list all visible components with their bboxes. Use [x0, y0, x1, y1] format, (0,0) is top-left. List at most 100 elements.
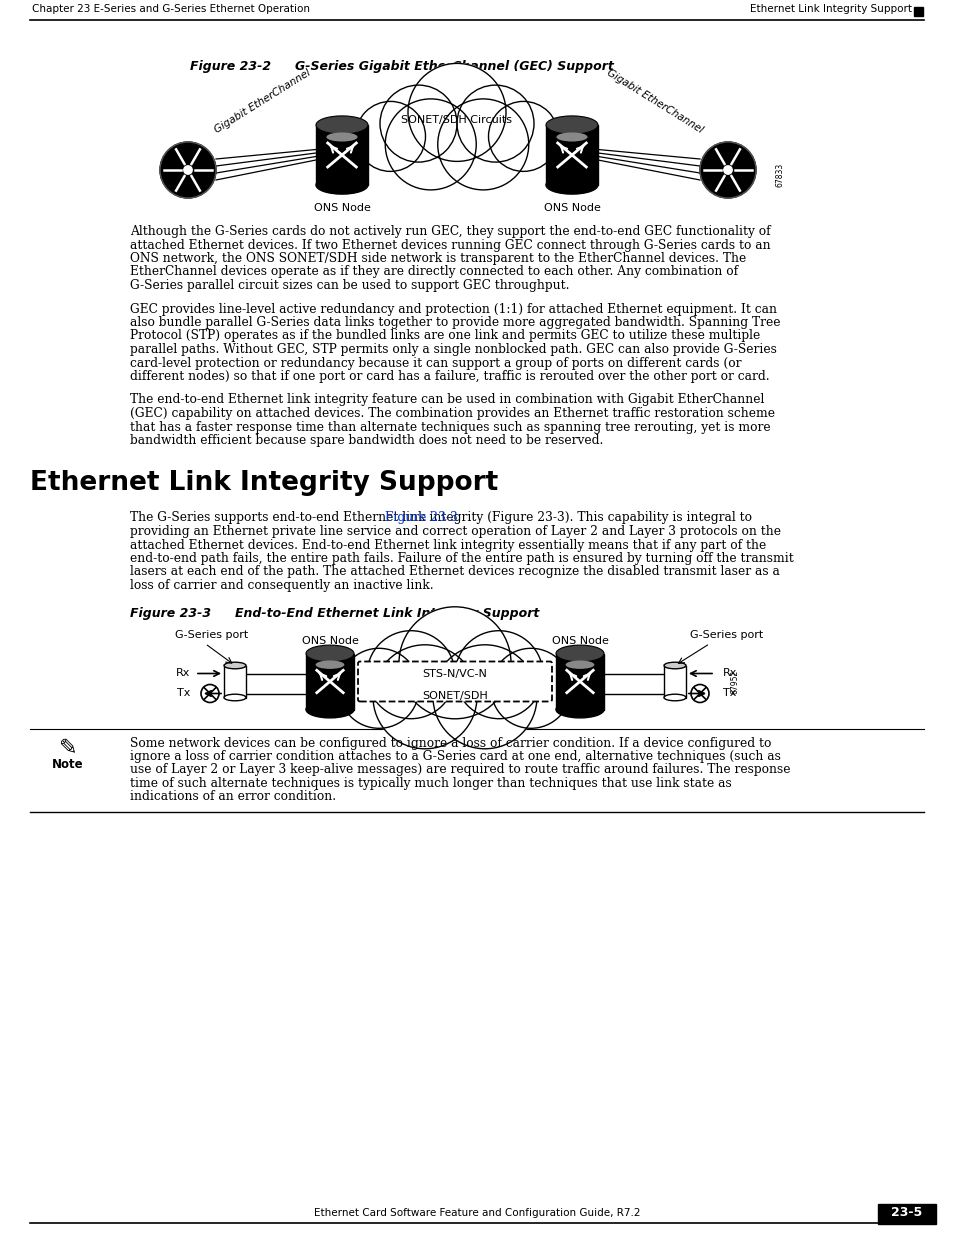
Text: G-Series Gigabit EtherChannel (GEC) Support: G-Series Gigabit EtherChannel (GEC) Supp… — [294, 61, 613, 73]
Circle shape — [700, 142, 755, 198]
Circle shape — [437, 99, 528, 190]
Ellipse shape — [545, 116, 598, 135]
Text: The end-to-end Ethernet link integrity feature can be used in combination with G: The end-to-end Ethernet link integrity f… — [130, 394, 763, 406]
Circle shape — [456, 85, 534, 162]
Text: Chapter 23 E-Series and G-Series Ethernet Operation: Chapter 23 E-Series and G-Series Etherne… — [32, 4, 310, 14]
Text: Tx: Tx — [176, 688, 190, 699]
Text: Figure 23-3: Figure 23-3 — [385, 511, 457, 525]
Text: ignore a loss of carrier condition attaches to a G-Series card at one end, alter: ignore a loss of carrier condition attac… — [130, 750, 781, 763]
Circle shape — [690, 684, 708, 703]
Text: STS-N/VC-N: STS-N/VC-N — [422, 668, 487, 678]
Ellipse shape — [556, 645, 603, 662]
Circle shape — [433, 645, 537, 748]
Ellipse shape — [315, 175, 368, 194]
Text: Rx: Rx — [722, 668, 737, 678]
Ellipse shape — [565, 661, 594, 669]
Circle shape — [723, 165, 732, 174]
Text: End-to-End Ethernet Link Integrity Support: End-to-End Ethernet Link Integrity Suppo… — [234, 606, 538, 620]
Text: 67833: 67833 — [775, 163, 783, 188]
Circle shape — [385, 99, 476, 190]
Bar — [556, 653, 603, 709]
Text: 67952: 67952 — [730, 669, 739, 694]
Circle shape — [160, 142, 215, 198]
Text: Ethernet Link Integrity Support: Ethernet Link Integrity Support — [30, 469, 497, 495]
Text: loss of carrier and consequently an inactive link.: loss of carrier and consequently an inac… — [130, 579, 434, 592]
Text: (GEC) capability on attached devices. The combination provides an Ethernet traff: (GEC) capability on attached devices. Th… — [130, 408, 774, 420]
Text: ONS Node: ONS Node — [301, 636, 358, 646]
Text: EtherChannel devices operate as if they are directly connected to each other. An: EtherChannel devices operate as if they … — [130, 266, 738, 279]
Text: Figure 23-3: Figure 23-3 — [130, 606, 211, 620]
Circle shape — [201, 684, 219, 703]
Text: use of Layer 2 or Layer 3 keep-alive messages) are required to route traffic aro: use of Layer 2 or Layer 3 keep-alive mes… — [130, 763, 790, 777]
Ellipse shape — [306, 645, 354, 662]
Text: Gigabit EtherChannel: Gigabit EtherChannel — [213, 68, 313, 135]
Text: attached Ethernet devices. If two Ethernet devices running GEC connect through G: attached Ethernet devices. If two Ethern… — [130, 238, 770, 252]
Circle shape — [184, 165, 192, 174]
Text: card-level protection or redundancy because it can support a group of ports on d: card-level protection or redundancy beca… — [130, 357, 740, 369]
Text: ONS network, the ONS SONET/SDH side network is transparent to the EtherChannel d: ONS network, the ONS SONET/SDH side netw… — [130, 252, 745, 266]
Ellipse shape — [663, 694, 685, 700]
Text: lasers at each end of the path. The attached Ethernet devices recognize the disa: lasers at each end of the path. The atta… — [130, 566, 779, 578]
Bar — [663, 666, 685, 698]
Text: SONET/SDH Circuits: SONET/SDH Circuits — [401, 115, 512, 125]
Text: Although the G-Series cards do not actively run GEC, they support the end-to-end: Although the G-Series cards do not activ… — [130, 225, 770, 238]
Circle shape — [338, 648, 418, 729]
Text: GEC provides line-level active redundancy and protection (1:1) for attached Ethe: GEC provides line-level active redundanc… — [130, 303, 776, 315]
Text: ONS Node: ONS Node — [314, 203, 370, 212]
Text: Rx: Rx — [175, 668, 190, 678]
Bar — [877, 1204, 935, 1224]
Ellipse shape — [556, 701, 603, 718]
Text: indications of an error condition.: indications of an error condition. — [130, 790, 335, 804]
Text: end-to-end path fails, the entire path fails. Failure of the entire path is ensu: end-to-end path fails, the entire path f… — [130, 552, 793, 564]
Ellipse shape — [545, 175, 598, 194]
Text: ONS Node: ONS Node — [551, 636, 608, 646]
Ellipse shape — [663, 662, 685, 669]
Circle shape — [488, 101, 558, 172]
Text: Ethernet Card Software Feature and Configuration Guide, R7.2: Ethernet Card Software Feature and Confi… — [314, 1208, 639, 1218]
Text: time of such alternate techniques is typically much longer than techniques that : time of such alternate techniques is typ… — [130, 777, 731, 790]
Text: Gigabit EtherChannel: Gigabit EtherChannel — [604, 68, 704, 135]
Bar — [224, 666, 246, 698]
Text: ONS Node: ONS Node — [543, 203, 599, 212]
Circle shape — [355, 101, 425, 172]
FancyBboxPatch shape — [357, 662, 552, 701]
Ellipse shape — [315, 116, 368, 135]
Ellipse shape — [556, 132, 587, 142]
Ellipse shape — [315, 661, 344, 669]
Bar — [306, 653, 354, 709]
Circle shape — [491, 648, 571, 729]
Circle shape — [379, 85, 456, 162]
Text: Ethernet Link Integrity Support: Ethernet Link Integrity Support — [749, 4, 911, 14]
Text: The G-Series supports end-to-end Ethernet link integrity (Figure 23-3). This cap: The G-Series supports end-to-end Etherne… — [130, 511, 751, 525]
Text: Protocol (STP) operates as if the bundled links are one link and permits GEC to : Protocol (STP) operates as if the bundle… — [130, 330, 760, 342]
Bar — [913, 7, 923, 16]
Text: Note: Note — [52, 758, 84, 772]
Text: 23-5: 23-5 — [890, 1207, 922, 1219]
Text: also bundle parallel G-Series data links together to provide more aggregated ban: also bundle parallel G-Series data links… — [130, 316, 780, 329]
Text: parallel paths. Without GEC, STP permits only a single nonblocked path. GEC can : parallel paths. Without GEC, STP permits… — [130, 343, 776, 356]
Ellipse shape — [326, 132, 357, 142]
Bar — [545, 125, 598, 185]
Text: bandwidth efficient because spare bandwidth does not need to be reserved.: bandwidth efficient because spare bandwi… — [130, 433, 602, 447]
Ellipse shape — [224, 694, 246, 700]
Text: Tx: Tx — [722, 688, 736, 699]
Text: ✎: ✎ — [59, 739, 77, 758]
Text: attached Ethernet devices. End-to-end Ethernet link integrity essentially means : attached Ethernet devices. End-to-end Et… — [130, 538, 765, 552]
Circle shape — [367, 631, 455, 719]
Circle shape — [373, 645, 476, 748]
Text: G-Series parallel circuit sizes can be used to support GEC throughput.: G-Series parallel circuit sizes can be u… — [130, 279, 569, 291]
Text: G-Series port: G-Series port — [689, 630, 762, 640]
Ellipse shape — [306, 701, 354, 718]
Circle shape — [398, 606, 511, 719]
Text: providing an Ethernet private line service and correct operation of Layer 2 and : providing an Ethernet private line servi… — [130, 525, 781, 538]
Text: Some network devices can be configured to ignore a loss of carrier condition. If: Some network devices can be configured t… — [130, 736, 771, 750]
Ellipse shape — [224, 662, 246, 669]
Text: G-Series port: G-Series port — [174, 630, 248, 640]
Circle shape — [455, 631, 542, 719]
Text: Figure 23-2: Figure 23-2 — [190, 61, 271, 73]
Circle shape — [408, 63, 505, 162]
Text: that has a faster response time than alternate techniques such as spanning tree : that has a faster response time than alt… — [130, 420, 770, 433]
Bar — [315, 125, 368, 185]
Text: different nodes) so that if one port or card has a failure, traffic is rerouted : different nodes) so that if one port or … — [130, 370, 769, 383]
Text: SONET/SDH: SONET/SDH — [421, 690, 487, 700]
